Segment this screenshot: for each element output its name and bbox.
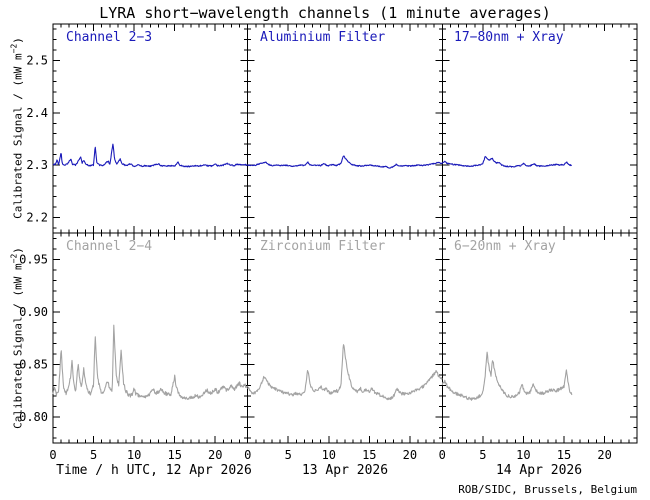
x-tick-label: 5 [479,448,486,462]
x-tick-label: 15 [557,448,571,462]
chart-title: LYRA short−wavelength channels (1 minute… [99,4,551,22]
x-tick-label: 15 [167,448,181,462]
series-6-20nm-xray [441,351,573,401]
x-tick-label: 10 [322,448,336,462]
x-tick-label: 20 [597,448,611,462]
x-axis-caption-12-apr: Time / h UTC, 12 Apr 2026 [56,463,252,478]
y-tick-label: 2.5 [26,54,48,68]
y-axis-label-close: ) [11,37,25,44]
panel-label-zirconium-filter: Zirconium Filter [260,239,386,254]
y-axis-label-text: Calibrated Signal / (mW m [11,53,25,219]
y-axis-label-superscript: −2 [9,253,19,264]
credit-text: ROB/SIDC, Brussels, Belgium [458,483,637,496]
y-axis-label-superscript: −2 [9,43,19,54]
panel-label-channel-2-3: Channel 2−3 [66,30,153,45]
panel-label-aluminium-filter: Aluminium Filter [260,30,386,45]
x-axis-caption-14-apr: 14 Apr 2026 [495,463,583,478]
series-channel-2-3 [52,143,249,168]
panel-label-channel-2-4: Channel 2−4 [66,239,153,254]
y-axis-label-close: ) [11,247,25,254]
x-tick-label: 20 [403,448,417,462]
x-tick-label: 10 [516,448,530,462]
y-tick-label: 2.2 [26,210,48,224]
panel-label-17-80nm-xray: 17−80nm + Xray [454,30,564,45]
x-tick-label: 10 [127,448,141,462]
y-tick-label: 0.80 [19,410,48,424]
x-axis-caption-13-apr: 13 Apr 2026 [301,463,389,478]
y-axis-label-bottom-row: Calibrated Signal / (mW m−2) [10,247,25,429]
tick-marks [52,24,638,443]
x-tick-label: 20 [208,448,222,462]
tick-labels: 2.2 2.3 2.4 2.5 0.80 0.85 0.90 0.95 0 5 10 15 20 0 5 10… [19,54,612,462]
series-17-80nm-xray [441,155,572,168]
x-tick-label: 0 [244,448,251,462]
y-axis-label-text: Calibrated Signal / (mW m [11,263,25,429]
series-channel-2-4 [52,324,249,400]
x-tick-label: 15 [362,448,376,462]
series-zirconium-filter [247,344,443,401]
panel-label-6-20nm-xray: 6−20nm + Xray [454,239,556,254]
series-aluminium-filter [247,155,443,169]
y-tick-label: 0.95 [19,252,48,266]
y-tick-label: 0.85 [19,357,48,371]
y-tick-label: 2.3 [26,158,48,172]
y-tick-label: 2.4 [26,106,48,120]
x-tick-label: 5 [90,448,97,462]
x-tick-label: 5 [285,448,292,462]
x-tick-label: 0 [439,448,446,462]
x-tick-label: 0 [49,448,56,462]
y-axis-label-top-row: Calibrated Signal / (mW m−2) [10,37,25,219]
y-tick-label: 0.90 [19,305,48,319]
